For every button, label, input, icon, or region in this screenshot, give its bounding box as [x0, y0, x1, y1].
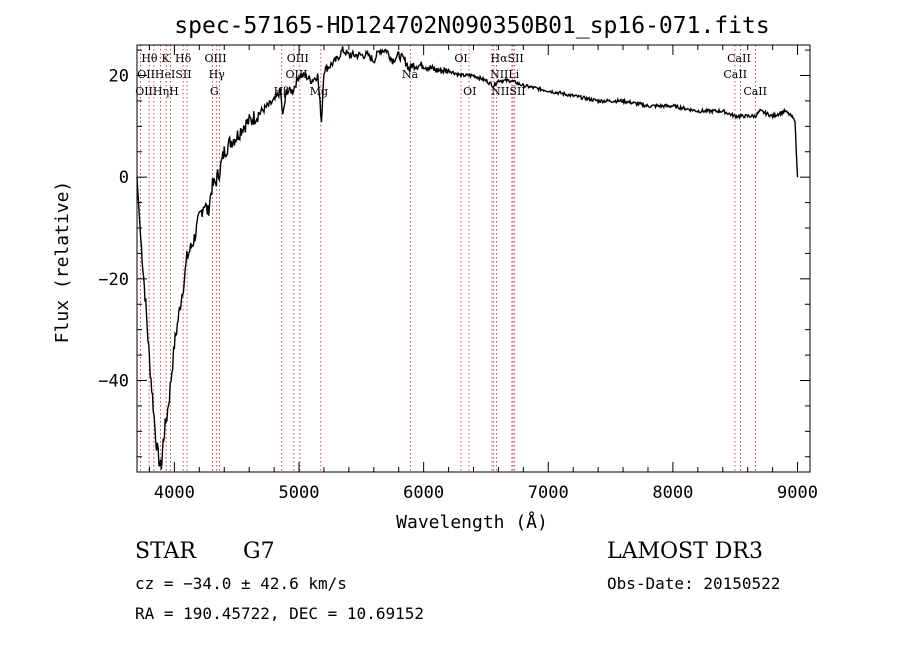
y-axis-label: Flux (relative): [52, 181, 73, 344]
line-label: NIILi: [490, 68, 520, 81]
line-label: HαSII: [491, 52, 524, 65]
line-label: CaII: [727, 52, 751, 65]
line-label: OI: [454, 52, 467, 65]
spectral-subclass: G7: [243, 539, 275, 564]
redshift-readout: cz = −34.0 ± 42.6 km/s: [135, 574, 347, 593]
line-label: OIII: [204, 52, 226, 65]
line-label: CaII: [743, 85, 767, 98]
object-type: STAR: [135, 539, 196, 564]
x-tick-label: 9000: [777, 483, 818, 503]
line-label: Hδ: [175, 52, 192, 65]
y-tick-label: 20: [109, 67, 129, 87]
y-axis: −40 −20 0 20: [98, 49, 810, 458]
line-label: OIII: [287, 52, 309, 65]
emission-line-markers: [139, 45, 756, 472]
x-tick-label: 7000: [528, 483, 569, 503]
line-label: OIIHeISII: [137, 68, 191, 81]
line-label: OIIHηH: [135, 85, 178, 98]
survey-name: LAMOST DR3: [607, 539, 763, 564]
line-label: K: [162, 52, 171, 65]
coordinates-readout: RA = 190.45722, DEC = 10.69152: [135, 604, 424, 623]
x-axis: 4000 5000 6000 7000 8000 9000: [148, 45, 818, 503]
line-label: Hγ: [209, 68, 226, 81]
x-tick-label: 5000: [279, 483, 320, 503]
y-tick-label: 0: [119, 168, 129, 188]
line-label: OI: [463, 85, 476, 98]
x-axis-label: Wavelength (Å): [396, 511, 548, 533]
y-tick-label: −20: [98, 270, 129, 290]
line-label: G: [210, 85, 219, 98]
observation-date: Obs-Date: 20150522: [607, 574, 781, 593]
x-tick-label: 8000: [652, 483, 693, 503]
spectrum-line: [136, 46, 799, 470]
line-label: CaII: [723, 68, 747, 81]
chart-title: spec-57165-HD124702N090350B01_sp16-071.f…: [174, 13, 769, 39]
line-label: Hθ: [141, 52, 158, 65]
y-tick-label: −40: [98, 372, 129, 392]
line-label: NIISII: [491, 85, 526, 98]
line-label: Na: [402, 68, 419, 81]
x-tick-label: 4000: [154, 483, 195, 503]
x-tick-label: 6000: [403, 483, 444, 503]
